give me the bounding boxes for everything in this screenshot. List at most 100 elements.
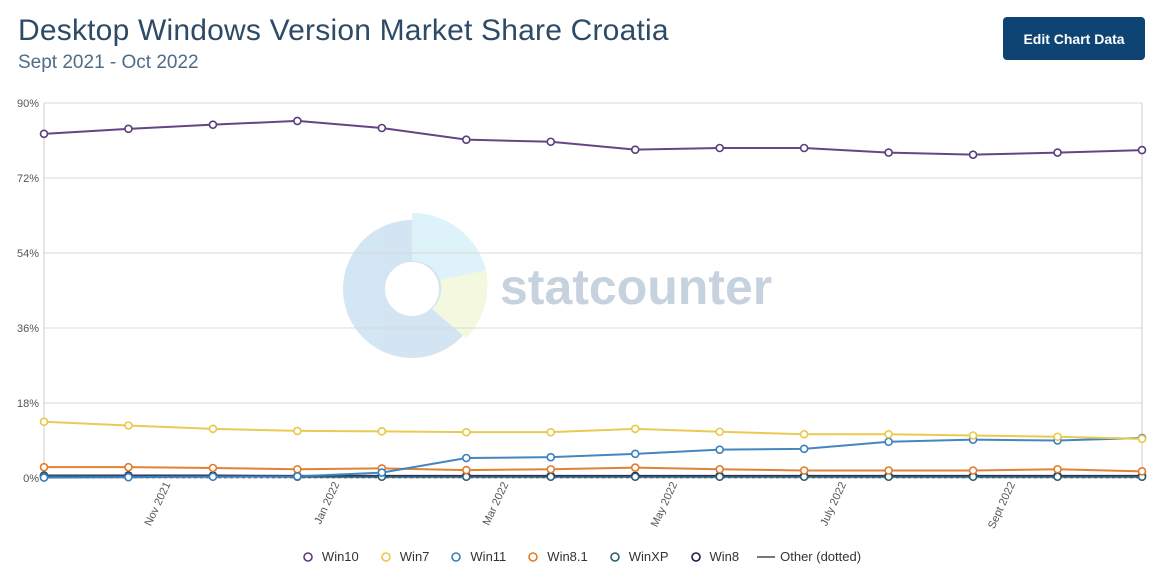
data-point[interactable] <box>39 473 49 482</box>
data-point[interactable] <box>884 429 893 439</box>
series-line <box>44 466 1143 473</box>
data-point[interactable] <box>546 452 556 462</box>
x-tick-label: Nov 2021 <box>143 480 174 528</box>
data-point[interactable] <box>630 472 640 482</box>
data-point[interactable] <box>462 135 471 144</box>
series-win8-1 <box>39 462 1147 476</box>
data-point[interactable] <box>462 453 471 463</box>
data-point[interactable] <box>1053 472 1062 482</box>
legend-label: Other (dotted) <box>780 549 862 564</box>
data-point[interactable] <box>715 472 724 482</box>
data-point[interactable] <box>884 148 893 157</box>
legend-item[interactable]: Win8.1 <box>524 549 588 564</box>
legend-label: Win8.1 <box>547 549 588 564</box>
data-point[interactable] <box>1137 434 1147 444</box>
data-point[interactable] <box>293 464 302 474</box>
data-point[interactable] <box>462 465 471 475</box>
data-point[interactable] <box>799 429 809 439</box>
x-tick-label: Sept 2022 <box>986 480 1018 531</box>
data-point[interactable] <box>546 137 556 147</box>
line-chart: statcounter 0% 18% 36% 54% 72% 90% Nov 2021 Ja… <box>17 98 1147 531</box>
data-point[interactable] <box>293 426 302 436</box>
data-point[interactable] <box>546 464 556 474</box>
legend-marker-icon <box>609 551 620 562</box>
data-point[interactable] <box>124 472 133 482</box>
series-lines <box>39 116 1147 482</box>
data-point[interactable] <box>630 145 640 154</box>
data-point[interactable] <box>377 468 387 477</box>
legend-marker-icon <box>303 551 313 562</box>
series-win10 <box>39 116 1147 159</box>
data-point[interactable] <box>377 427 387 436</box>
series-line <box>43 119 1143 156</box>
data-point[interactable] <box>546 427 556 437</box>
data-point[interactable] <box>377 123 387 133</box>
y-tick-label: 54% <box>17 248 39 260</box>
data-point[interactable] <box>208 120 218 129</box>
data-point[interactable] <box>39 462 49 472</box>
data-point[interactable] <box>124 124 133 134</box>
data-point[interactable] <box>124 462 133 472</box>
legend-label: Win8 <box>709 549 740 564</box>
x-tick-label: Mar 2022 <box>481 480 512 527</box>
x-tick-label: Jan 2022 <box>312 480 342 526</box>
data-point[interactable] <box>630 449 640 459</box>
edit-chart-data-button[interactable]: Edit Chart Data <box>1003 17 1145 60</box>
legend-marker-icon <box>451 551 462 562</box>
data-point[interactable] <box>39 417 49 427</box>
x-tick-label: July 2022 <box>818 480 849 528</box>
series-line <box>43 437 1143 479</box>
data-point[interactable] <box>293 116 302 126</box>
data-point[interactable] <box>630 424 640 434</box>
data-point[interactable] <box>715 464 724 474</box>
data-point[interactable] <box>208 424 218 434</box>
data-point[interactable] <box>208 472 218 482</box>
data-point[interactable] <box>968 431 978 440</box>
data-point[interactable] <box>799 444 809 454</box>
series-win7 <box>39 417 1147 444</box>
data-point[interactable] <box>799 466 809 475</box>
legend-label: Win10 <box>321 549 359 564</box>
data-point[interactable] <box>546 472 556 482</box>
legend-item[interactable]: Win8 <box>687 549 740 564</box>
data-point[interactable] <box>124 421 133 430</box>
data-point[interactable] <box>630 463 640 472</box>
legend-item[interactable]: Win11 <box>447 549 506 564</box>
y-tick-label: 0% <box>23 473 39 485</box>
legend-label: Win11 <box>470 549 507 564</box>
y-tick-label: 72% <box>17 173 39 185</box>
legend-item[interactable]: Win7 <box>377 549 430 564</box>
data-point[interactable] <box>1137 145 1147 155</box>
data-point[interactable] <box>1053 464 1062 474</box>
legend-label: Win7 <box>399 549 430 564</box>
data-point[interactable] <box>799 143 809 153</box>
watermark-logo-segment-2 <box>432 270 488 338</box>
data-point[interactable] <box>715 427 724 437</box>
data-point[interactable] <box>39 129 49 139</box>
data-point[interactable] <box>884 437 893 447</box>
x-axis: Nov 2021 Jan 2022 Mar 2022 May 2022 July 202… <box>143 480 1018 531</box>
y-tick-label: 18% <box>17 398 39 410</box>
legend-marker-icon <box>690 551 701 562</box>
data-point[interactable] <box>1053 148 1062 157</box>
statcounter-watermark: statcounter <box>343 212 772 358</box>
data-point[interactable] <box>462 427 471 437</box>
data-point[interactable] <box>968 466 978 475</box>
y-tick-label: 90% <box>17 98 39 110</box>
legend-item[interactable]: WinXP <box>606 549 669 564</box>
data-point[interactable] <box>884 466 893 475</box>
legend-item[interactable]: Other (dotted) <box>757 549 861 564</box>
legend-item[interactable]: Win10 <box>299 549 359 564</box>
data-point[interactable] <box>715 445 724 454</box>
chart-title: Desktop Windows Version Market Share Cro… <box>18 14 669 47</box>
data-point[interactable] <box>293 472 302 481</box>
x-tick-label: May 2022 <box>649 480 680 529</box>
data-point[interactable] <box>968 150 978 159</box>
chart-legend: Win10 Win7 Win11 Win8.1 WinXP Win8 Other (dott… <box>0 549 1160 564</box>
data-point[interactable] <box>208 463 218 473</box>
data-point[interactable] <box>715 143 724 153</box>
data-point[interactable] <box>1137 467 1147 476</box>
legend-marker-icon <box>528 551 539 562</box>
data-point[interactable] <box>1053 432 1062 442</box>
series-win11 <box>39 433 1147 482</box>
